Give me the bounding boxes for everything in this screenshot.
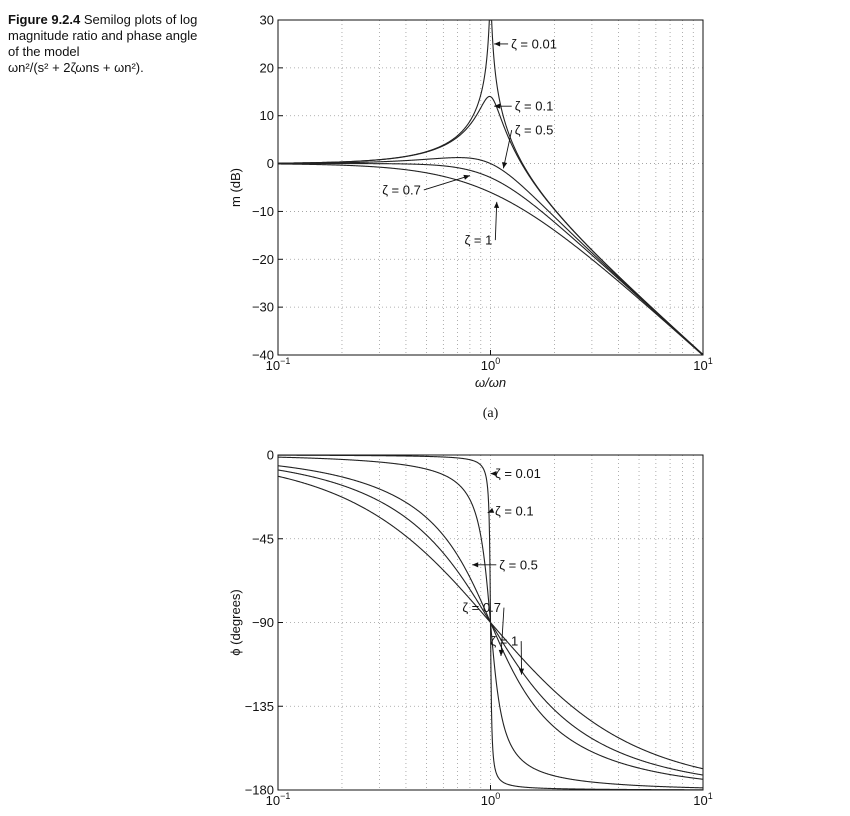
magnitude-x-tick-label: 101 — [693, 356, 712, 373]
magnitude-annotation-label: ζ = 0.1 — [515, 99, 554, 114]
phase-annotation-arrowhead — [518, 668, 525, 675]
figure-caption-text: Semilog plots of log magnitude ratio and… — [8, 12, 198, 59]
magnitude-series-zeta-0_1 — [278, 95, 703, 355]
figure-label: Figure 9.2.4 — [8, 12, 81, 27]
magnitude-annotation-label: ζ = 0.7 — [382, 182, 421, 197]
magnitude-y-tick-label: 10 — [260, 108, 274, 123]
magnitude-annotation-label: ζ = 0.5 — [515, 123, 554, 138]
magnitude-annotation-label: ζ = 0.01 — [511, 36, 557, 51]
magnitude-annotation-arrowhead — [494, 41, 501, 47]
phase-y-tick-label: 0 — [267, 448, 274, 463]
magnitude-y-tick-label: −30 — [252, 300, 274, 315]
phase-annotation-label: ζ = 0.5 — [499, 557, 538, 572]
magnitude-annotation-arrowhead — [494, 103, 501, 109]
magnitude-annotation-label: ζ = 1 — [465, 233, 493, 248]
phase-y-axis-label: ϕ (degrees) — [228, 589, 243, 656]
figure-caption: Figure 9.2.4 Semilog plots of log magnit… — [8, 12, 208, 76]
magnitude-annotation-arrow — [502, 129, 513, 169]
phase-x-tick-label: 100 — [481, 791, 500, 808]
phase-annotation-arrowhead — [487, 507, 495, 513]
magnitude-annotation-arrow — [423, 175, 471, 191]
magnitude-y-tick-label: 20 — [260, 60, 274, 75]
magnitude-y-axis-label: m (dB) — [228, 168, 243, 207]
magnitude-series-zeta-1 — [278, 163, 703, 355]
phase-y-tick-label: −90 — [252, 615, 274, 630]
phase-annotation-arrowhead — [498, 649, 504, 656]
magnitude-y-tick-label: −20 — [252, 252, 274, 267]
phase-annotation-label: ζ = 1 — [490, 634, 518, 649]
magnitude-series-zeta-0_5 — [278, 157, 703, 355]
phase-annotation-label: ζ = 0.01 — [495, 466, 541, 481]
magnitude-annotation-arrowhead — [463, 174, 470, 180]
phase-annotation-label: ζ = 0.7 — [462, 600, 501, 615]
phase-annotation-label: ζ = 0.1 — [495, 503, 534, 518]
phase-y-tick-label: −180 — [245, 783, 274, 798]
magnitude-y-tick-label: 30 — [260, 13, 274, 28]
magnitude-annotation-arrowhead — [502, 161, 508, 169]
phase-annotation-arrowhead — [490, 471, 497, 477]
magnitude-series-zeta-0_7 — [278, 163, 703, 355]
phase-y-tick-label: −45 — [252, 531, 274, 546]
phase-x-tick-label: 10−1 — [266, 791, 291, 808]
magnitude-y-tick-label: −40 — [252, 348, 274, 363]
magnitude-y-tick-label: −10 — [252, 204, 274, 219]
magnitude-y-tick-label: 0 — [267, 156, 274, 171]
phase-annotation-arrowhead — [472, 562, 479, 568]
magnitude-x-axis-label: ω/ωn — [475, 375, 506, 390]
magnitude-annotation-arrow — [494, 201, 498, 241]
magnitude-x-tick-label: 10−1 — [266, 356, 291, 373]
magnitude-x-tick-label: 100 — [481, 356, 500, 373]
phase-x-tick-label: 101 — [693, 791, 712, 808]
phase-series-zeta-1 — [278, 475, 703, 770]
magnitude-annotation-arrowhead — [493, 201, 500, 208]
phase-annotation-arrow — [500, 607, 505, 657]
figure-caption-formula: ωn²/(s² + 2ζωns + ωn²). — [8, 60, 144, 75]
panel-label: (a) — [483, 406, 499, 421]
phase-y-tick-label: −135 — [245, 699, 274, 714]
